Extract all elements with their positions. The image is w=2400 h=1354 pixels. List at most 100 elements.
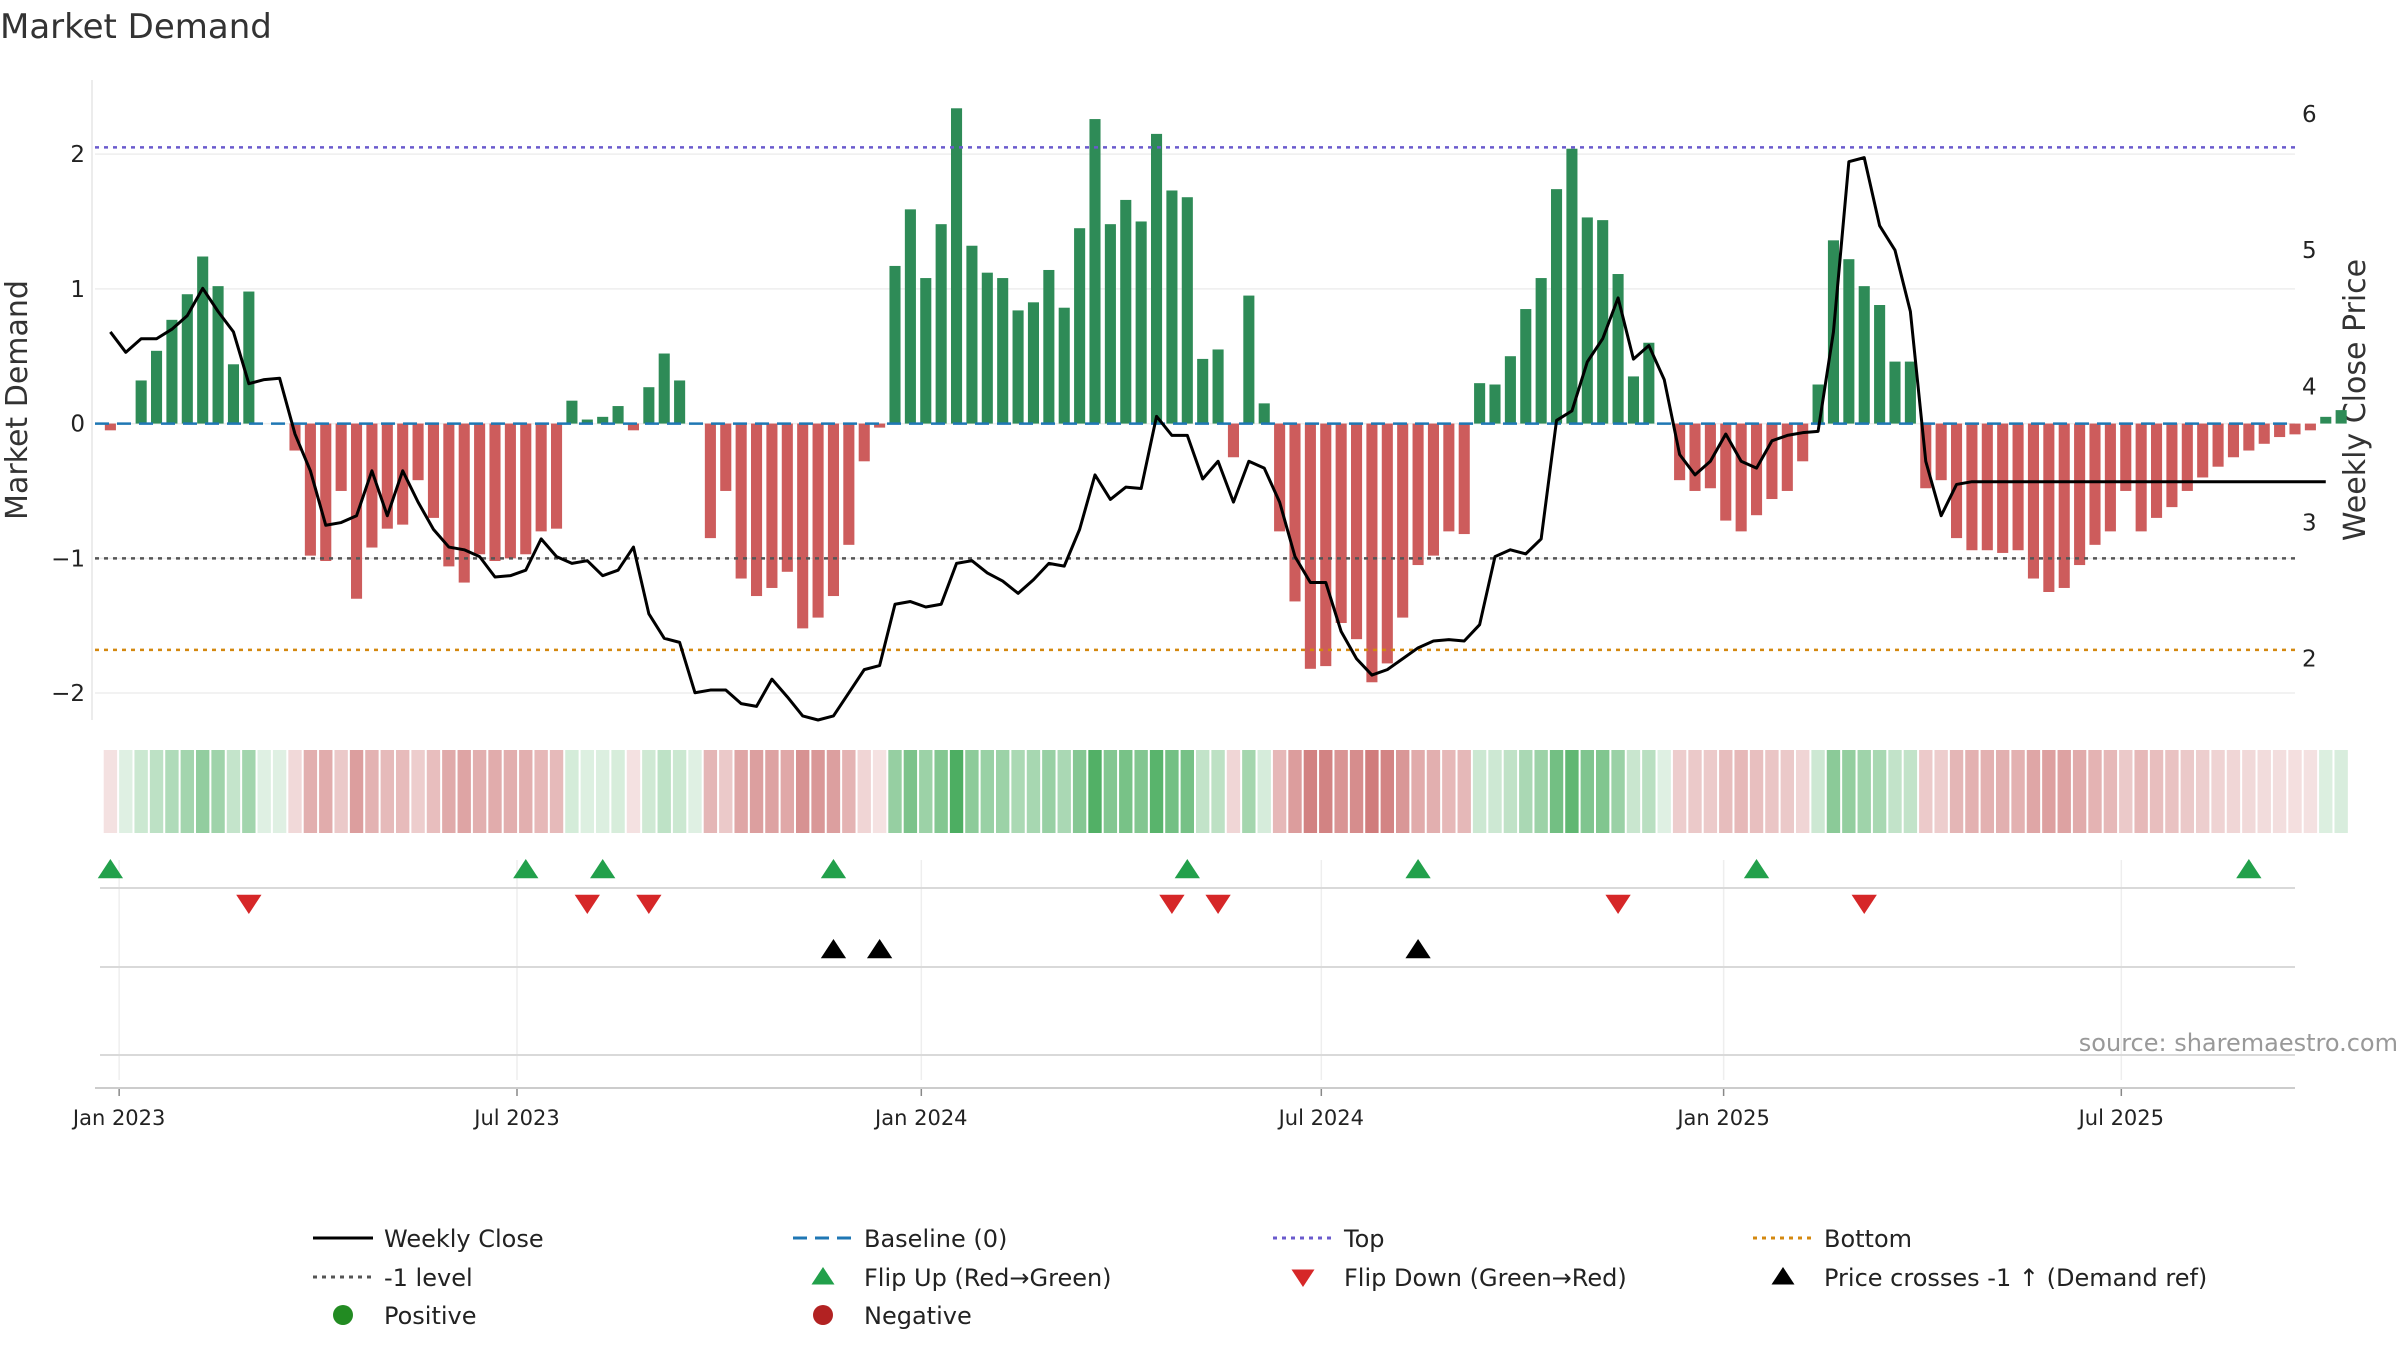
demand-bar: [443, 423, 455, 567]
heat-cell: [796, 750, 810, 833]
demand-bar: [1381, 423, 1393, 664]
demand-bar: [412, 423, 424, 481]
demand-bar: [1458, 423, 1470, 535]
demand-bar: [1858, 286, 1870, 424]
demand-bar: [1520, 309, 1532, 424]
demand-bar: [1581, 217, 1593, 424]
demand-bar: [135, 380, 147, 424]
heat-cell: [1103, 750, 1118, 833]
heat-cell: [1811, 750, 1825, 833]
demand-bar: [2104, 423, 2116, 532]
flip-down-marker: [1851, 894, 1877, 914]
legend-swatch-circle: [333, 1305, 353, 1325]
flip-up-marker: [97, 859, 124, 879]
demand-bar: [704, 423, 716, 539]
demand-bar: [1351, 423, 1363, 640]
legend-item: Weekly Close: [313, 1225, 544, 1253]
heat-cell: [1011, 750, 1025, 833]
demand-bar: [1227, 423, 1239, 458]
demand-bar: [1274, 423, 1286, 532]
heat-cell: [1872, 750, 1887, 833]
legend-item: -1 level: [313, 1264, 473, 1292]
heat-cell: [626, 750, 641, 833]
heat-cell: [1826, 750, 1841, 833]
demand-bar: [1320, 423, 1332, 667]
demand-bar: [489, 423, 501, 562]
demand-bar: [920, 278, 932, 424]
heat-cell: [2196, 750, 2210, 833]
demand-bar: [2151, 423, 2163, 518]
heat-cell: [703, 750, 718, 833]
chart-title: Market Demand: [0, 7, 272, 47]
demand-bar: [2335, 410, 2347, 424]
heat-cell: [2272, 750, 2287, 833]
heat-cell: [472, 750, 487, 833]
demand-bar: [1612, 274, 1624, 424]
heat-cell: [319, 750, 333, 833]
x-tick-label: Jul 2025: [2077, 1106, 2164, 1130]
heat-cell: [949, 750, 964, 833]
legend-swatch-triangle-down: [1291, 1269, 1315, 1287]
demand-bar: [2043, 423, 2055, 592]
demand-bar: [2212, 423, 2224, 467]
heat-cell: [857, 750, 871, 833]
demand-bar: [2289, 423, 2301, 435]
y-tick-label: −2: [51, 681, 85, 707]
legend-label: -1 level: [384, 1264, 473, 1292]
heat-cell: [1165, 750, 1179, 833]
heat-cell: [242, 750, 256, 833]
legend-item: Flip Down (Green→Red): [1291, 1264, 1627, 1292]
heat-cell: [272, 750, 287, 833]
flip-up-marker: [590, 859, 616, 879]
flip-up-marker: [2236, 859, 2262, 879]
demand-bar: [1766, 423, 1778, 500]
demand-bar: [2089, 423, 2101, 545]
demand-bar: [935, 224, 947, 424]
legend-item: Negative: [813, 1302, 972, 1330]
heat-cell: [1796, 750, 1810, 833]
demand-bar: [1889, 361, 1901, 424]
legend-item: Bottom: [1753, 1225, 1912, 1253]
demand-bar: [1904, 361, 1916, 424]
demand-bar: [2320, 416, 2332, 424]
demand-heat-strip: [103, 750, 2348, 833]
heat-cell: [1949, 750, 1964, 833]
signal-rows: [95, 859, 2295, 1089]
demand-bar: [166, 319, 178, 424]
heat-cell: [1196, 750, 1210, 833]
heat-cell: [965, 750, 979, 833]
heat-cell: [2134, 750, 2148, 833]
heat-cell: [549, 750, 564, 833]
heat-cell: [1288, 750, 1302, 833]
legend-item: Top: [1273, 1225, 1385, 1253]
demand-bar: [427, 423, 439, 518]
heat-cell: [226, 750, 241, 833]
heat-cell: [1042, 750, 1056, 833]
demand-bar: [1951, 423, 1963, 539]
heat-cell: [719, 750, 733, 833]
y-tick-label: 1: [70, 277, 85, 303]
heat-cell: [596, 750, 610, 833]
demand-bar: [612, 406, 624, 424]
legend-label: Flip Up (Red→Green): [864, 1264, 1112, 1292]
demand-bar: [335, 423, 347, 491]
heat-cell: [2211, 750, 2225, 833]
demand-bar: [1074, 228, 1086, 424]
heat-cell: [380, 750, 394, 833]
y-tick-label: −1: [51, 546, 85, 572]
heat-cell: [1965, 750, 1979, 833]
heat-cell: [749, 750, 764, 833]
demand-bar: [2274, 423, 2286, 438]
reference-lines: [95, 146, 2295, 652]
heat-cell: [1426, 750, 1441, 833]
demand-bar: [2243, 423, 2255, 451]
heat-cell: [842, 750, 856, 833]
heat-cell: [780, 750, 794, 833]
heat-cell: [411, 750, 425, 833]
heat-cell: [211, 750, 225, 833]
demand-bar: [951, 108, 963, 424]
heat-cell: [119, 750, 133, 833]
demand-bar: [1781, 423, 1793, 491]
heat-cell: [288, 750, 302, 833]
legend-label: Negative: [864, 1302, 972, 1330]
